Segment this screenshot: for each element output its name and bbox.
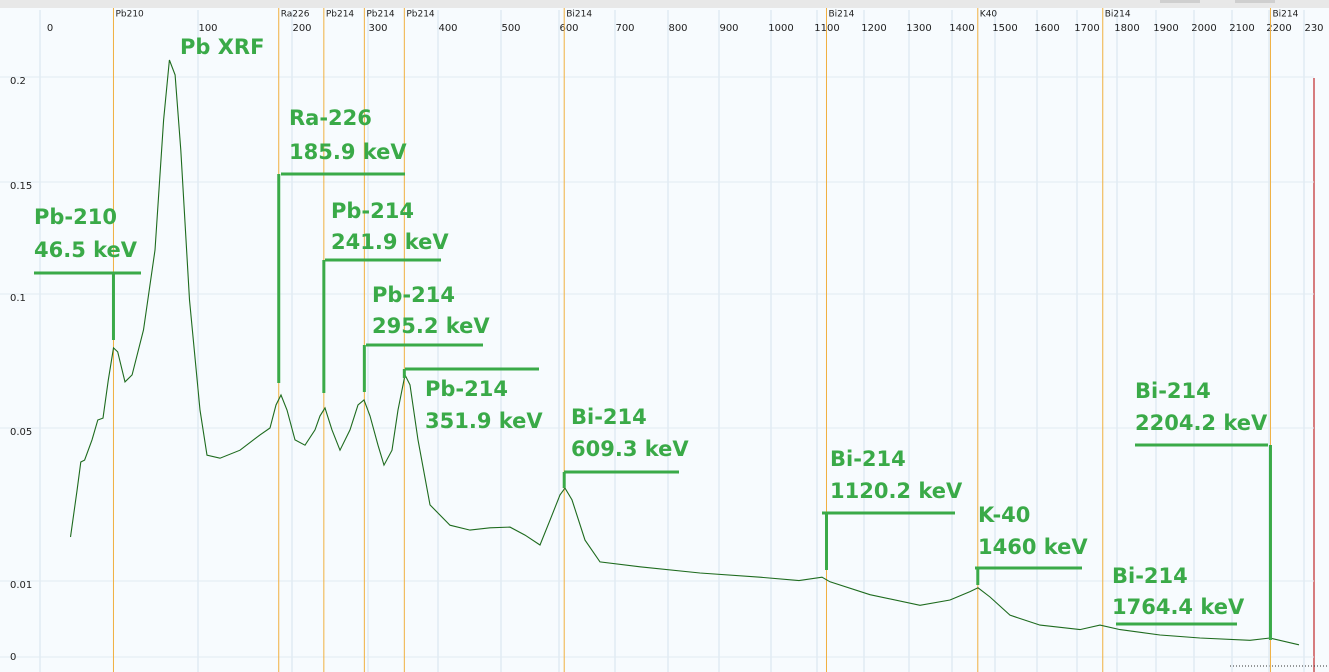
y-tick-label: 0.05 xyxy=(10,427,32,438)
marker-label: Pb214 xyxy=(326,10,355,20)
header-strip xyxy=(0,0,1329,8)
annotation-energy: 185.9 keV xyxy=(289,140,407,164)
x-tick-label: 0 xyxy=(47,23,53,34)
x-tick-label: 900 xyxy=(719,23,738,34)
annotation-label: Ra-226 xyxy=(289,106,372,130)
window-button[interactable] xyxy=(1235,0,1275,3)
marker-label: Ra226 xyxy=(281,10,310,20)
y-tick-label: 0.01 xyxy=(10,580,32,591)
x-tick-label: 1200 xyxy=(861,23,886,34)
annotation-energy: 295.2 keV xyxy=(372,314,490,338)
annotation-energy: 46.5 keV xyxy=(34,238,138,262)
x-tick-label: 2000 xyxy=(1191,23,1216,34)
marker-label: Pb214 xyxy=(406,10,435,20)
x-tick-label: 1800 xyxy=(1114,23,1139,34)
annotation-label: Pb-210 xyxy=(34,205,117,229)
annotation-energy: 1120.2 keV xyxy=(830,479,963,503)
annotation-label: Bi-214 xyxy=(571,405,647,429)
marker-label: K40 xyxy=(980,10,998,20)
window-button[interactable] xyxy=(1160,0,1200,3)
x-tick-label: 1700 xyxy=(1074,23,1099,34)
x-tick-label: 1100 xyxy=(814,23,839,34)
marker-label: Bi214 xyxy=(566,10,592,20)
spectrum-line xyxy=(69,59,1300,646)
annotation-label: K-40 xyxy=(978,503,1030,527)
annotation-energy: 241.9 keV xyxy=(331,230,449,254)
marker-label: Pb210 xyxy=(115,10,144,20)
x-tick-label: 800 xyxy=(668,23,687,34)
x-tick-label: 700 xyxy=(615,23,634,34)
x-tick-label: 100 xyxy=(198,23,217,34)
annotation-energy: 609.3 keV xyxy=(571,437,689,461)
annotation-energy: 2204.2 keV xyxy=(1135,411,1268,435)
annotation-label: Pb-214 xyxy=(331,199,414,223)
x-tick-label: 1000 xyxy=(768,23,793,34)
marker-label: Pb214 xyxy=(366,10,395,20)
marker-label: Bi214 xyxy=(1105,10,1131,20)
annotation-energy: 1764.4 keV xyxy=(1112,595,1245,619)
annotation-energy: 351.9 keV xyxy=(425,409,543,433)
x-tick-label: 1300 xyxy=(906,23,931,34)
annotation-label: Pb-214 xyxy=(372,283,455,307)
annotation-energy: 1460 keV xyxy=(978,535,1088,559)
x-tick-label: 200 xyxy=(292,23,311,34)
x-tick-label: 230 xyxy=(1304,23,1323,34)
y-tick-label: 0 xyxy=(10,652,16,663)
x-tick-label: 1500 xyxy=(992,23,1017,34)
y-tick-label: 0.1 xyxy=(10,293,26,304)
y-tick-label: 0.2 xyxy=(10,76,26,87)
x-tick-label: 1400 xyxy=(949,23,974,34)
annotation-label: Bi-214 xyxy=(830,447,906,471)
marker-label: Bi214 xyxy=(1272,10,1298,20)
annotation-label: Bi-214 xyxy=(1135,379,1211,403)
annotation-label: Pb XRF xyxy=(180,35,264,59)
annotation-label: Pb-214 xyxy=(425,377,508,401)
y-tick-label: 0.15 xyxy=(10,181,32,192)
x-tick-label: 500 xyxy=(501,23,520,34)
x-tick-label: 1600 xyxy=(1034,23,1059,34)
x-tick-label: 300 xyxy=(368,23,387,34)
marker-label: Bi214 xyxy=(828,10,854,20)
x-tick-label: 2100 xyxy=(1229,23,1254,34)
annotation-label: Bi-214 xyxy=(1112,564,1188,588)
x-tick-label: 2200 xyxy=(1266,23,1291,34)
x-tick-label: 400 xyxy=(438,23,457,34)
x-tick-label: 1900 xyxy=(1153,23,1178,34)
x-tick-label: 600 xyxy=(559,23,578,34)
